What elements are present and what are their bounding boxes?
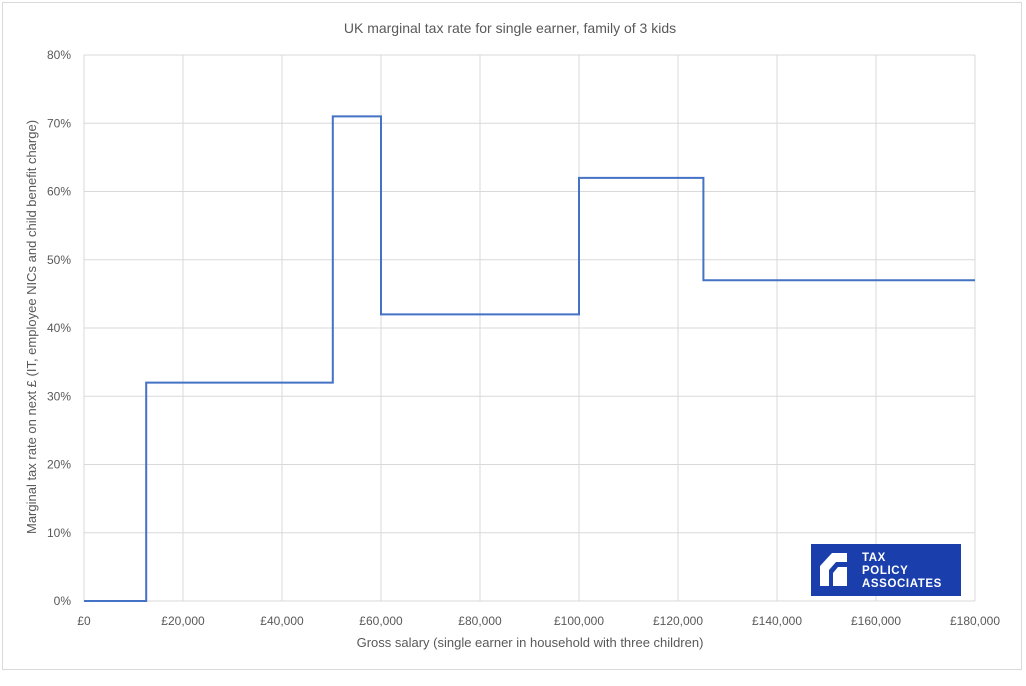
logo-line-2: POLICY	[862, 565, 908, 577]
y-tick-label: 10%	[47, 526, 71, 540]
y-tick-label: 70%	[47, 116, 71, 130]
logo-line-1: TAX	[862, 552, 886, 564]
x-tick-labels: £0 £20,000 £40,000 £60,000 £80,000 £100,000 £1…	[77, 614, 1000, 628]
x-tick-label: £140,000	[752, 614, 802, 628]
y-tick-label: 30%	[47, 389, 71, 403]
x-tick-label: £100,000	[554, 614, 604, 628]
logo-mark-icon	[820, 553, 847, 586]
y-tick-label: 80%	[47, 48, 71, 62]
y-tick-label: 50%	[47, 253, 71, 267]
x-tick-label: £120,000	[653, 614, 703, 628]
x-tick-label: £80,000	[458, 614, 502, 628]
y-tick-label: 0%	[54, 594, 72, 608]
x-axis-label: Gross salary (single earner in household…	[357, 635, 704, 650]
y-axis-label: Marginal tax rate on next £ (IT, employe…	[24, 120, 39, 534]
x-tick-label: £40,000	[260, 614, 304, 628]
x-tick-label: £0	[77, 614, 91, 628]
chart-title: UK marginal tax rate for single earner, …	[344, 20, 676, 36]
logo-line-3: ASSOCIATES	[862, 578, 942, 590]
x-tick-label: £20,000	[161, 614, 205, 628]
series-line	[84, 115, 975, 602]
x-tick-label: £180,000	[950, 614, 1000, 628]
x-tick-label: £160,000	[851, 614, 901, 628]
y-tick-label: 20%	[47, 458, 71, 472]
y-tick-labels: 0% 10% 20% 30% 40% 50% 60% 70% 80%	[47, 48, 71, 608]
gridlines	[83, 54, 976, 602]
y-tick-label: 60%	[47, 185, 71, 199]
y-tick-label: 40%	[47, 321, 71, 335]
x-tick-label: £60,000	[359, 614, 403, 628]
tax-policy-associates-logo: TAX POLICY ASSOCIATES	[811, 544, 961, 596]
